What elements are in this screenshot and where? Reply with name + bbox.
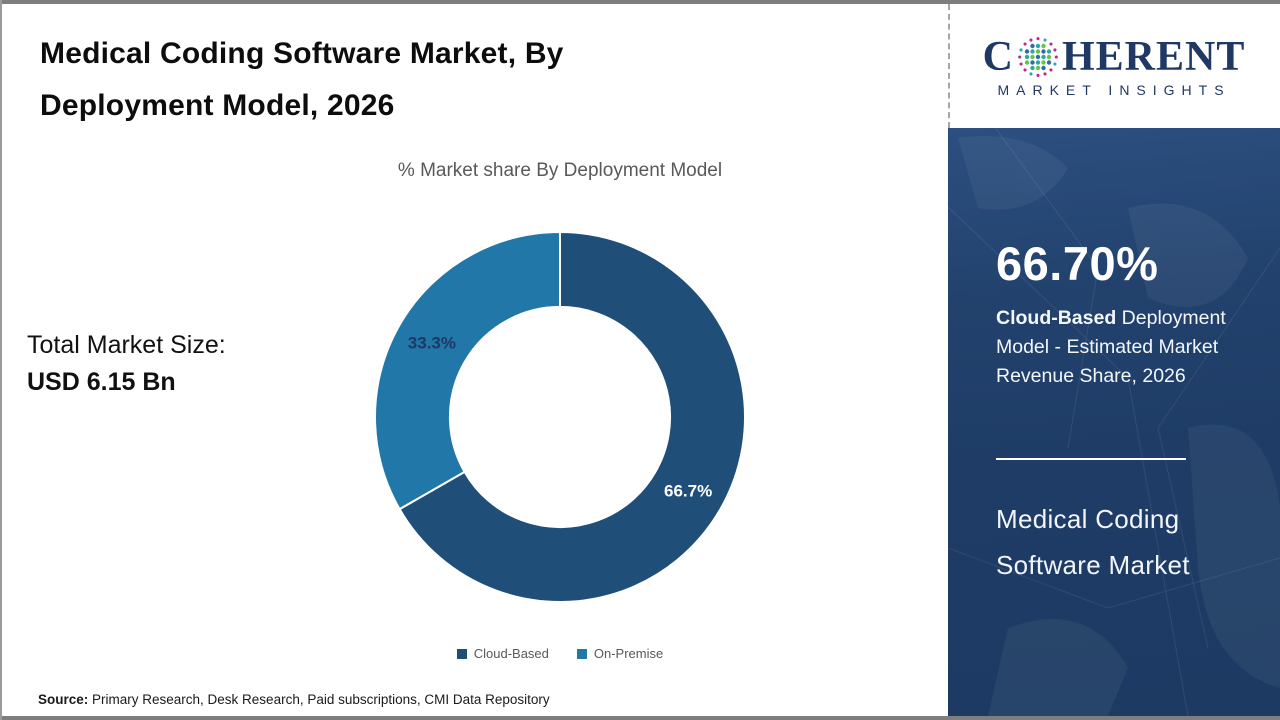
page-title: Medical Coding Software Market, By Deplo… — [40, 37, 564, 122]
donut-slice-cloud-based — [398, 231, 746, 603]
legend-swatch-cloud-based-icon — [456, 648, 467, 659]
stat-description-rest: Deployment Model - Estimated Market Reve… — [996, 307, 1226, 387]
sidebar-divider — [996, 458, 1186, 460]
left-border-strip — [0, 0, 2, 720]
stat-description-bold: Cloud-Based — [996, 307, 1117, 329]
legend-label-on-premise: On-Premise — [593, 646, 664, 661]
donut-chart-svg: 66.7% 33.3% — [374, 231, 746, 603]
slice-label-on-premise: 33.3% — [408, 333, 456, 352]
source-line: Source: Primary Research, Desk Research,… — [38, 692, 550, 707]
total-market-size: Total Market Size: USD 6.15 Bn — [27, 327, 327, 401]
total-market-value: USD 6.15 Bn — [27, 368, 176, 396]
legend-item-cloud-based: Cloud-Based — [456, 646, 549, 661]
top-border-strip — [0, 0, 1280, 4]
coherent-logo: C HERENT MARKET INSIGHTS — [948, 4, 1278, 128]
slice-label-cloud-based: 66.7% — [664, 482, 712, 501]
logo-wordmark: C HERENT — [983, 34, 1246, 80]
highlight-sidebar: 66.70% Cloud-Based Deployment Model - Es… — [948, 128, 1280, 716]
coherent-globe-icon — [1018, 37, 1058, 77]
stat-value: 66.70% — [996, 237, 1159, 290]
chart-legend: Cloud-Based On-Premise — [370, 646, 750, 661]
chart-subtitle: % Market share By Deployment Model — [397, 160, 723, 181]
donut-chart: 66.7% 33.3% — [370, 227, 750, 607]
legend-label-cloud-based: Cloud-Based — [473, 646, 549, 661]
source-text: Primary Research, Desk Research, Paid su… — [88, 692, 550, 707]
source-label: Source: — [38, 692, 89, 707]
donut-slice-on-premise — [374, 231, 561, 511]
stat-description: Cloud-Based Deployment Model - Estimated… — [996, 304, 1258, 391]
logo-word-end: HERENT — [1061, 34, 1246, 80]
world-map-watermark — [948, 128, 1280, 716]
logo-tagline: MARKET INSIGHTS — [997, 82, 1231, 98]
total-market-label: Total Market Size: — [27, 331, 226, 359]
legend-swatch-on-premise-icon — [576, 648, 587, 659]
sidebar-market-name: Medical Coding Software Market — [996, 504, 1190, 580]
logo-word-start: C — [982, 34, 1014, 80]
bottom-border-strip — [0, 716, 1280, 720]
legend-item-on-premise: On-Premise — [576, 646, 664, 661]
